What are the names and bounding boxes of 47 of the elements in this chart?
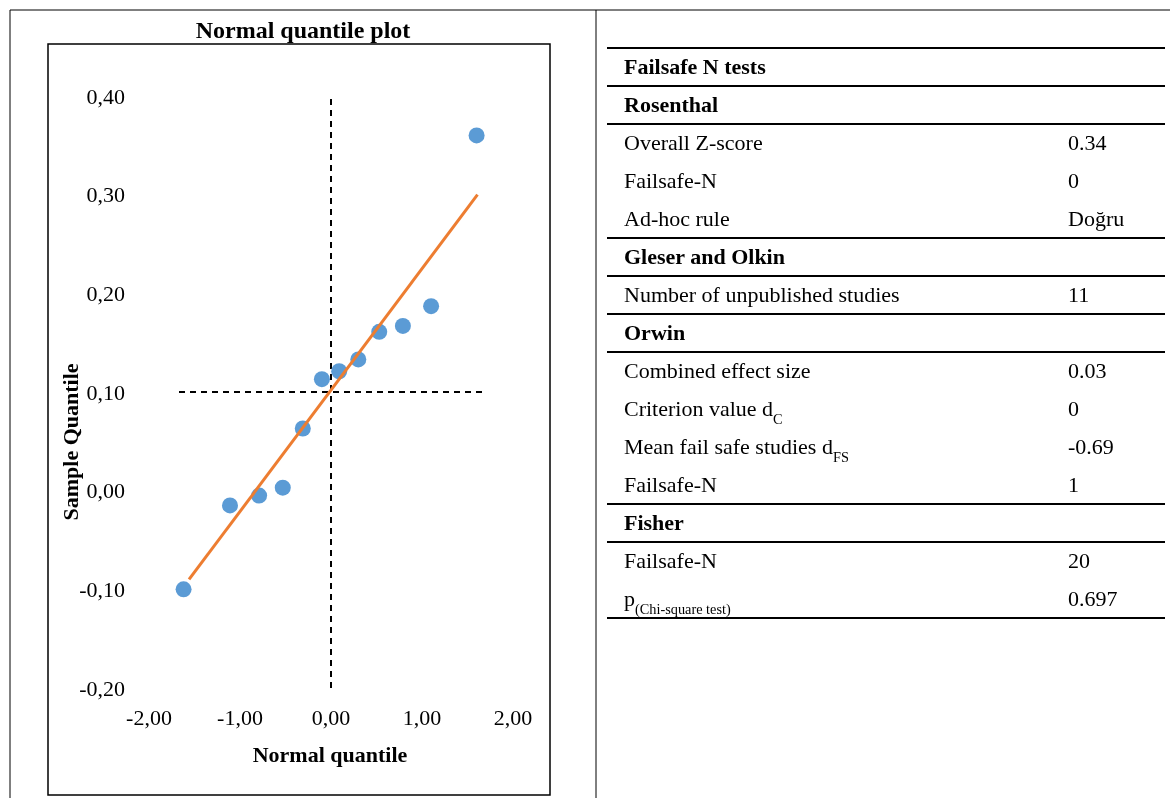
x-tick-label: -2,00 [126,705,172,730]
category-label: Combined effect size [624,358,811,383]
text: -0.69 [1068,434,1114,459]
y-tick-label: 0,40 [86,83,125,109]
point [221,497,238,514]
y-axis-title: Sample Quantile [58,363,83,521]
category-label: Orwin [624,320,686,345]
category-label: Mean fail safe studies d$_{FS}$ [624,434,849,465]
y-tick-label: 0,00 [86,478,125,504]
category-label: Number of unpublished studies [624,282,900,307]
x-tick-label: 1,00 [402,705,442,730]
category-label: Failsafe-N [624,548,717,573]
chart-title: Normal quantile plot [195,17,411,43]
text: 0.03 [1068,358,1107,383]
category-label: Gleser and Olkin [624,244,785,269]
x-tick-label: 0,00 [311,705,351,730]
y-tick-label: 0,10 [86,379,125,405]
text: 1 [1068,472,1079,497]
y-tick-label: -0,10 [79,577,125,603]
x-tick-label: 2,00 [493,705,533,730]
point [313,371,330,388]
y-tick-label: -0,20 [79,675,125,701]
category-label: Fisher [624,510,685,535]
category-label: Rosenthal [624,92,719,117]
y-tick-label: 0,30 [86,182,125,208]
text: 0.697 [1068,586,1118,611]
category-label: p$_{(Chi-square test)}$ [624,586,731,618]
point [468,127,485,144]
category-label: Ad-hoc rule [624,206,730,231]
x-axis-title: Normal quantile [252,742,408,767]
y-tick-label: 0,20 [86,281,125,307]
point [274,479,291,496]
text: 0 [1068,396,1079,421]
text: 20 [1068,548,1090,573]
point [175,581,192,598]
category-label: Overall Z-score [624,130,763,155]
text: Doğru [1068,206,1125,231]
point [423,298,440,315]
category-label: Failsafe-N [624,472,717,497]
text: 11 [1068,282,1090,307]
text: 0 [1068,168,1079,193]
category-label: Failsafe-N [624,168,717,193]
category-label: Criterion value d$_{C}$ [624,396,783,427]
x-tick-label: -1,00 [217,705,263,730]
point [394,317,411,334]
text: Failsafe N tests [624,54,767,79]
text: 0.34 [1068,130,1107,155]
